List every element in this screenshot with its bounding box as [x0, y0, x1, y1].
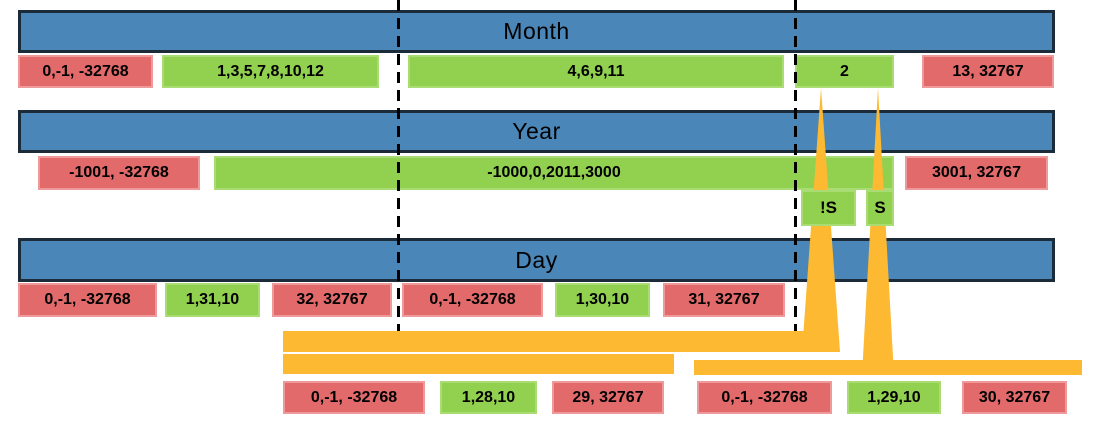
year-partition-valid: -1000,0,2011,3000: [214, 156, 894, 190]
day-bar: Day: [18, 238, 1055, 282]
flow-bar-non-leap-february: [283, 331, 838, 352]
day-partition-valid-30: 1,30,10: [555, 283, 650, 317]
day-partition-valid-31: 1,31,10: [165, 283, 260, 317]
feb-nonleap-partition-invalid-high: 29, 32767: [552, 381, 664, 414]
boundary-dashed-line-left: [397, 0, 400, 333]
day-partition-invalid-low-31: 0,-1, -32768: [18, 283, 157, 317]
month-bar: Month: [18, 10, 1055, 53]
feb-leap-partition-invalid-high: 30, 32767: [962, 381, 1067, 414]
day-partition-invalid-high-31: 32, 32767: [272, 283, 392, 317]
month-partition-invalid-low: 0,-1, -32768: [18, 55, 153, 88]
boundary-dashed-line-right: [794, 0, 797, 333]
year-partition-invalid-high: 3001, 32767: [905, 156, 1048, 190]
year-bar: Year: [18, 110, 1055, 153]
feb-nonleap-partition-valid: 1,28,10: [440, 381, 537, 414]
day-partition-invalid-high-30: 31, 32767: [663, 283, 785, 317]
flow-bar-non-leap-february-lower: [283, 354, 674, 374]
flag-not-leap-year: !S: [801, 190, 856, 226]
day-bar-title: Day: [515, 246, 558, 273]
year-partition-invalid-low: -1001, -32768: [38, 156, 200, 190]
month-partition-invalid-high: 13, 32767: [922, 55, 1054, 88]
day-partition-invalid-low-30: 0,-1, -32768: [402, 283, 543, 317]
feb-leap-partition-invalid-low: 0,-1, -32768: [697, 381, 832, 414]
month-partition-30day-months: 4,6,9,11: [408, 55, 784, 88]
feb-nonleap-partition-invalid-low: 0,-1, -32768: [283, 381, 425, 414]
month-bar-title: Month: [503, 18, 570, 44]
month-partition-february: 2: [795, 55, 894, 88]
year-bar-title: Year: [512, 118, 561, 144]
flag-leap-year: S: [866, 190, 894, 226]
flow-bar-leap-february: [694, 360, 1082, 375]
feb-leap-partition-valid: 1,29,10: [847, 381, 941, 414]
month-partition-31day-months: 1,3,5,7,8,10,12: [162, 55, 379, 88]
